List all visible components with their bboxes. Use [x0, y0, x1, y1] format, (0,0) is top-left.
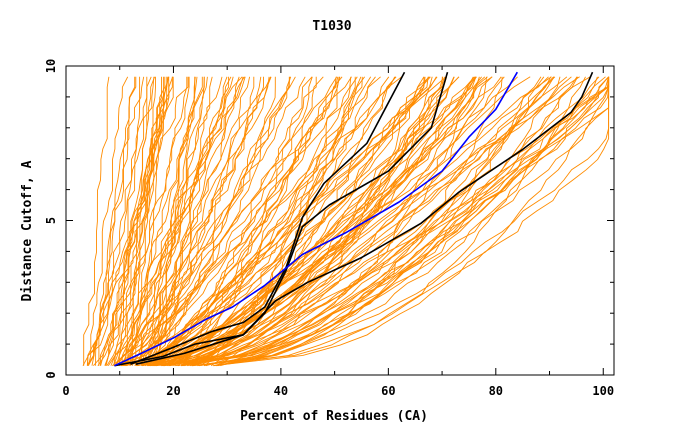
model-curve [178, 76, 356, 367]
model-curve [115, 76, 174, 366]
model-curve [131, 76, 162, 366]
x-tick-label: 80 [489, 384, 503, 398]
highlighted-curve-3 [135, 71, 594, 365]
model-curve [149, 76, 591, 367]
model-curve [83, 76, 110, 366]
model-curve [170, 76, 556, 367]
y-tick-label: 10 [44, 59, 58, 73]
model-curve [105, 76, 156, 366]
model-curve [163, 76, 542, 367]
x-tick-label: 100 [592, 384, 614, 398]
model-curve [88, 76, 129, 366]
model-curve [87, 76, 136, 366]
model-curve [93, 76, 190, 366]
model-curve [106, 76, 246, 366]
x-tick-label: 20 [166, 384, 180, 398]
model-curve [114, 76, 306, 366]
x-tick-label: 0 [62, 384, 69, 398]
model-curve [124, 76, 363, 367]
model-curve [136, 76, 208, 366]
model-curve [99, 76, 168, 366]
model-curve [149, 76, 561, 367]
model-curve [148, 76, 313, 367]
model-curve [86, 76, 152, 366]
model-curve [169, 76, 505, 367]
y-axis-label: Distance Cutoff, A [20, 160, 35, 301]
model-curve [213, 76, 610, 367]
model-curve [142, 76, 430, 367]
x-tick-label: 60 [381, 384, 395, 398]
reference-curve [114, 71, 518, 367]
model-curve [116, 76, 230, 366]
model-curve [122, 76, 251, 366]
model-curve [156, 76, 272, 366]
x-axis-label: Percent of Residues (CA) [240, 409, 428, 424]
y-tick-label: 0 [44, 371, 58, 378]
model-curve [161, 76, 381, 366]
model-curve [87, 76, 155, 366]
model-curve [126, 76, 243, 366]
x-tick-label: 40 [274, 384, 288, 398]
model-curve [137, 76, 482, 367]
model-curve [177, 76, 554, 367]
model-curve [155, 76, 477, 367]
model-curve [120, 76, 291, 367]
model-curve [115, 76, 390, 367]
model-curve [125, 76, 205, 366]
model-curve [162, 76, 502, 367]
model-curve [217, 76, 610, 367]
model-curve [210, 76, 572, 367]
model-curve [156, 76, 228, 366]
model-curve [114, 76, 358, 366]
model-curve [118, 76, 337, 367]
model-curve [183, 76, 341, 367]
model-curve [146, 76, 476, 367]
model-curve [144, 76, 343, 367]
model-curve [192, 76, 580, 367]
model-curve [82, 76, 170, 366]
model-curve [113, 76, 141, 366]
highlighted-curve-1 [114, 71, 449, 367]
chart-title: T1030 [312, 19, 351, 34]
y-tick-label: 5 [44, 217, 58, 224]
model-curve [191, 76, 555, 367]
model-curve [123, 76, 317, 367]
model-curve [95, 76, 145, 366]
model-curve [205, 76, 488, 367]
model-curve [164, 76, 610, 367]
model-curve [155, 76, 205, 366]
model-curve [189, 76, 610, 367]
model-curve [156, 76, 487, 367]
model-curve [177, 76, 352, 367]
model-curve [122, 76, 444, 367]
model-curve [198, 76, 609, 367]
model-curve [130, 76, 272, 366]
model-curve [91, 76, 189, 366]
model-curve [145, 76, 264, 366]
model-curve [141, 76, 262, 366]
model-curve [159, 76, 340, 367]
model-curve [192, 76, 503, 367]
model-curve [120, 76, 402, 367]
model-curve [156, 76, 292, 367]
model-curve [204, 76, 610, 367]
model-curve [116, 76, 245, 367]
model-curve [100, 76, 169, 366]
model-curve [127, 76, 156, 366]
model-curve [147, 76, 213, 367]
model-curve [150, 76, 426, 367]
highlighted-curve-2 [130, 71, 406, 365]
model-curve [122, 76, 397, 367]
background-model-curves [82, 76, 610, 367]
model-curve [160, 76, 396, 366]
model-curve [153, 76, 437, 366]
model-curve [147, 76, 460, 367]
model-curve [97, 76, 188, 366]
plot-area: 0 20 40 60 80 100 0 5 10 [44, 59, 615, 398]
model-curve [216, 76, 610, 367]
model-curve [220, 76, 609, 367]
model-curve [166, 76, 568, 367]
model-curve [147, 76, 477, 367]
